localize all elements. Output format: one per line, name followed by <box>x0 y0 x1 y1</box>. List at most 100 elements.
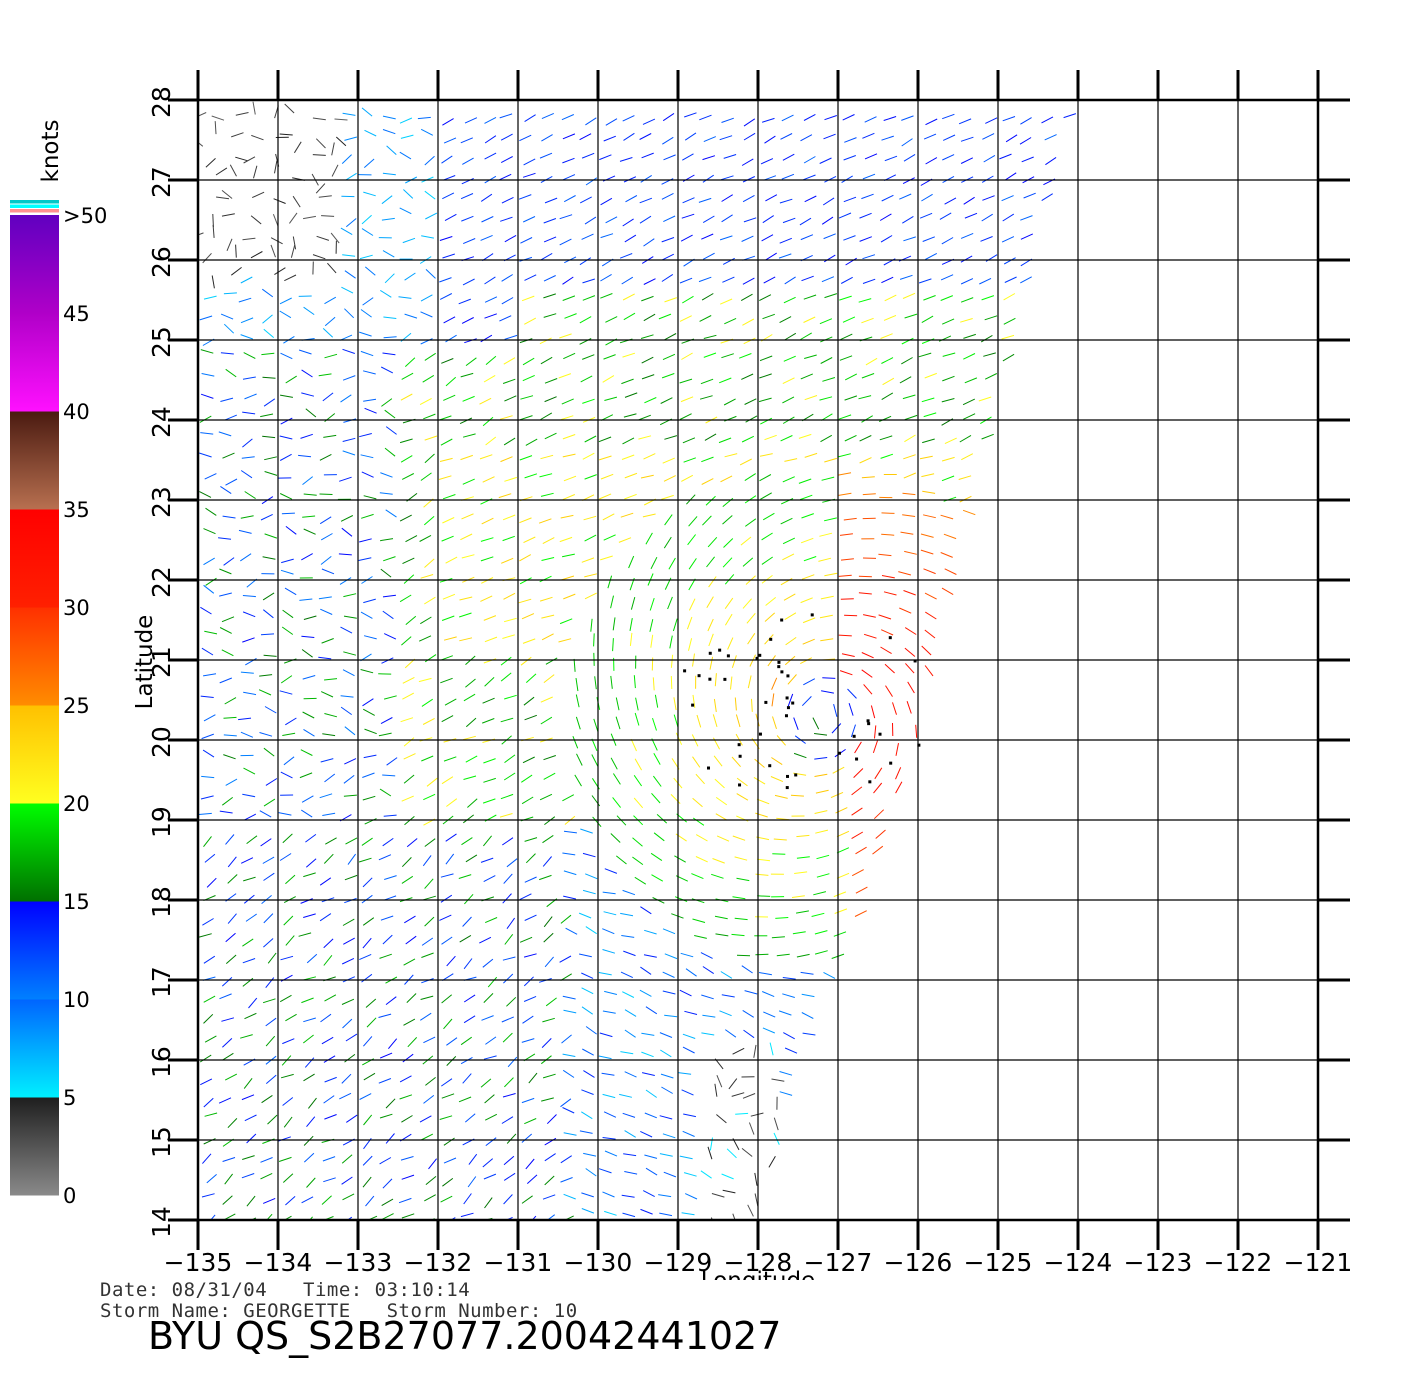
wind-vector <box>898 571 912 576</box>
wind-vector <box>201 775 215 779</box>
wind-vector <box>401 795 414 802</box>
wind-vector <box>320 1013 332 1023</box>
wind-vector <box>619 253 633 259</box>
wind-vector <box>439 293 453 300</box>
wind-vector <box>630 596 636 610</box>
wind-vector <box>539 596 553 602</box>
wind-vector <box>839 295 852 301</box>
wind-vector <box>200 795 214 800</box>
wind-vector <box>403 737 415 747</box>
wind-vector <box>669 635 673 649</box>
wind-vector <box>259 674 273 677</box>
wind-vector <box>643 313 656 322</box>
wind-vector <box>863 684 873 695</box>
wind-vector <box>864 116 877 123</box>
y-tick-label: 16 <box>147 1046 176 1078</box>
rain-flag-mark <box>691 703 695 707</box>
wind-vector <box>483 1055 497 1060</box>
wind-vector <box>844 614 858 617</box>
y-tick-label: 18 <box>147 886 176 918</box>
wind-vector <box>822 677 836 679</box>
wind-vector <box>182 1175 194 1179</box>
rain-flag-mark <box>769 637 773 641</box>
wind-vector <box>323 434 337 438</box>
wind-vector <box>183 286 193 295</box>
wind-vector <box>621 454 635 460</box>
wind-vector <box>562 995 576 1000</box>
rain-flag-mark <box>852 734 856 738</box>
wind-vector <box>879 435 893 441</box>
wind-vector <box>904 627 917 635</box>
wind-vector <box>582 278 595 284</box>
wind-vector <box>684 132 697 141</box>
wind-vector <box>541 1097 554 1102</box>
wind-vector <box>641 356 654 364</box>
wind-vector <box>227 913 237 924</box>
wind-vector <box>560 914 572 924</box>
wind-vector <box>803 113 816 121</box>
wind-vector <box>791 895 805 898</box>
wind-vector <box>633 797 644 809</box>
wind-vector <box>484 296 498 303</box>
wind-vector <box>584 534 597 542</box>
wind-vector <box>211 115 225 121</box>
wind-vector <box>360 611 373 619</box>
wind-vector <box>463 958 473 970</box>
wind-vector <box>784 1047 798 1054</box>
wind-vector <box>260 838 272 847</box>
wind-vector <box>720 475 733 483</box>
wind-vector <box>660 397 673 404</box>
wind-vector <box>881 533 895 536</box>
wind-vector <box>365 1195 375 1207</box>
wind-vector <box>443 1137 455 1146</box>
wind-vector <box>359 254 373 260</box>
wind-vector <box>793 772 807 776</box>
wind-vector <box>459 637 473 642</box>
wind-vector <box>180 431 193 434</box>
wind-vector <box>501 297 514 305</box>
wind-vector <box>964 377 978 384</box>
wind-vector <box>504 933 514 945</box>
wind-vector <box>482 1158 494 1168</box>
wind-vector <box>250 251 263 259</box>
wind-vector <box>383 695 397 700</box>
wind-vector <box>183 412 196 415</box>
wind-vector <box>716 835 730 842</box>
wind-vector <box>198 933 212 938</box>
wind-vector <box>679 989 692 997</box>
wind-vector <box>719 135 733 141</box>
wind-vector <box>864 153 878 160</box>
wind-vector <box>824 115 837 121</box>
wind-vector <box>732 896 746 900</box>
wind-vector <box>921 315 934 324</box>
wind-vector <box>874 767 883 780</box>
wind-vector <box>803 316 816 323</box>
wind-vector <box>219 810 233 814</box>
wind-vector <box>603 911 617 916</box>
wind-vector <box>479 454 493 460</box>
wind-vector <box>722 276 735 283</box>
wind-vector <box>325 837 337 845</box>
wind-vector <box>248 997 258 1009</box>
wind-vector <box>458 1096 472 1103</box>
wind-vector <box>862 278 876 284</box>
wind-vector <box>641 1032 655 1036</box>
wind-vector <box>960 278 974 285</box>
wind-vector <box>274 160 278 174</box>
rain-flag-mark <box>758 732 762 736</box>
date-time-line: Date: 08/31/04 Time: 03:10:14 <box>100 1279 470 1301</box>
wind-vector <box>386 757 398 766</box>
wind-vector <box>847 688 857 699</box>
wind-vector <box>344 758 357 765</box>
wind-vector <box>481 216 494 223</box>
wind-vector <box>524 1118 537 1125</box>
wind-vector <box>605 216 618 224</box>
wind-vector <box>322 392 334 402</box>
wind-vector <box>385 1098 396 1109</box>
wind-vector <box>521 295 535 302</box>
wind-vector <box>801 1012 814 1019</box>
wind-vector <box>602 1010 616 1014</box>
wind-vector <box>501 1116 514 1124</box>
wind-vector <box>773 838 787 841</box>
